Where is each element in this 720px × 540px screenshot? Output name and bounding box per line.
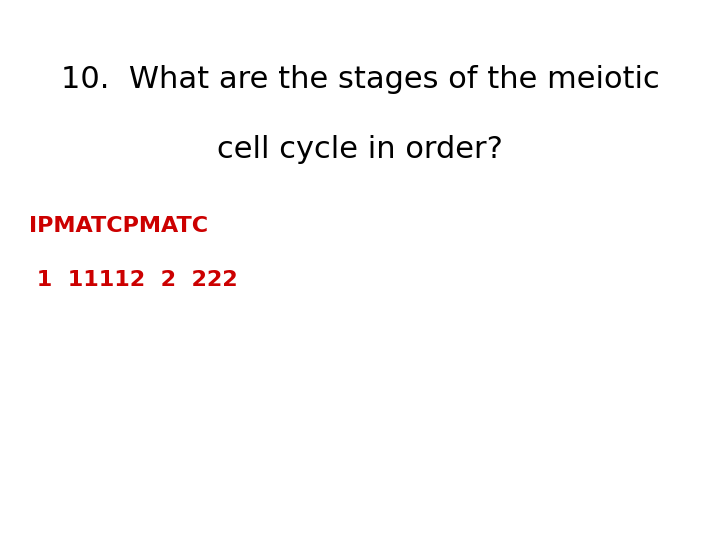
Text: cell cycle in order?: cell cycle in order?: [217, 135, 503, 164]
Text: IPMATCPMATC: IPMATCPMATC: [29, 216, 208, 236]
Text: 1  11112  2  222: 1 11112 2 222: [29, 270, 238, 290]
Text: 10.  What are the stages of the meiotic: 10. What are the stages of the meiotic: [60, 65, 660, 94]
